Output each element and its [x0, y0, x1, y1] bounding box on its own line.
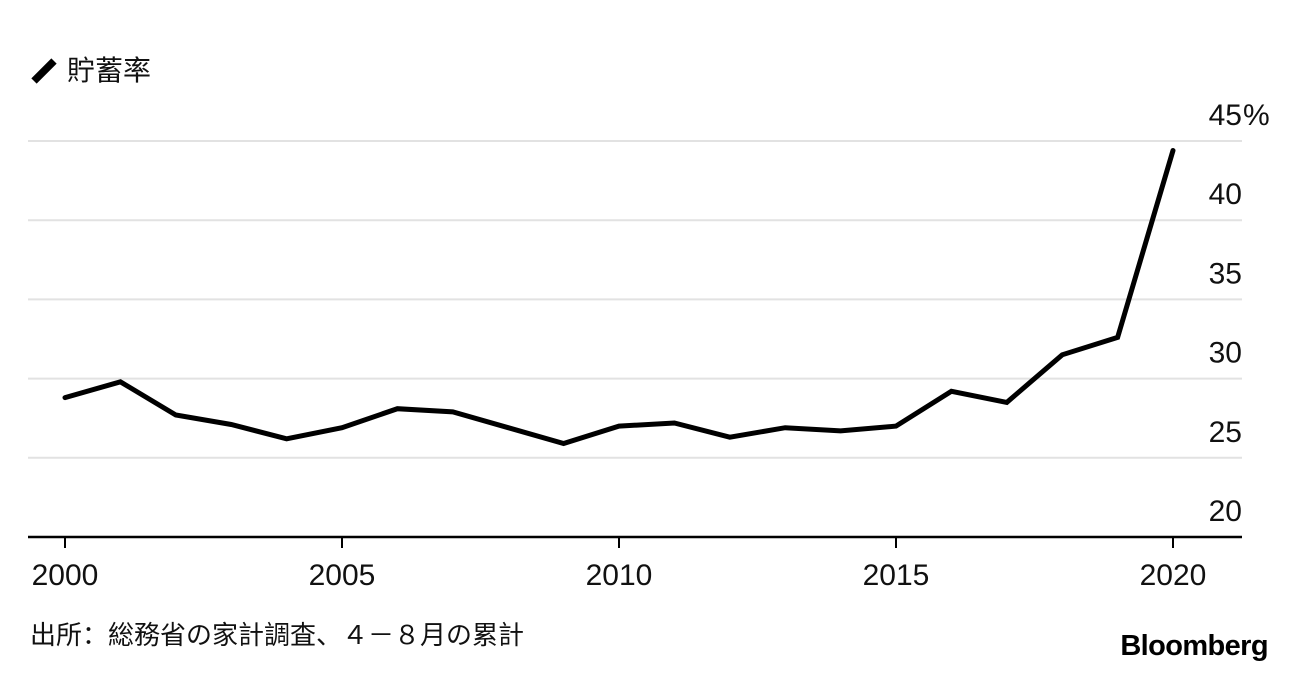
x-axis-label: 2015 [863, 559, 930, 592]
y-axis-label: 25 [1209, 416, 1242, 449]
y-axis-label: 40 [1209, 178, 1242, 211]
series-line [62, 148, 1176, 447]
x-axis-label: 2000 [32, 559, 99, 592]
y-axis-label: 35 [1209, 257, 1242, 290]
chart-legend: 貯蓄率 [30, 57, 151, 85]
y-axis-label: 45 [1209, 99, 1242, 132]
y-axis-unit-label: % [1243, 99, 1270, 132]
y-axis-label: 20 [1209, 495, 1242, 528]
line-series-icon [31, 58, 57, 84]
bloomberg-logo: Bloomberg [1120, 630, 1268, 662]
y-axis-label: 30 [1209, 337, 1242, 370]
x-axis-label: 2010 [586, 559, 653, 592]
legend-label: 貯蓄率 [67, 55, 152, 86]
source-note: 出所：総務省の家計調査、４－８月の累計 [30, 620, 525, 650]
x-axis-label: 2005 [309, 559, 376, 592]
x-axis-label: 2020 [1140, 559, 1207, 592]
